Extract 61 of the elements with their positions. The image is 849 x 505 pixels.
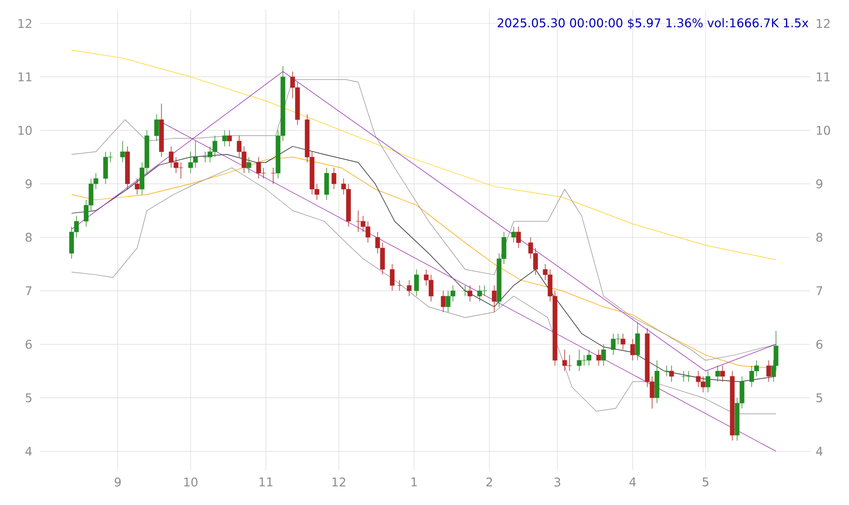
candlestick	[406, 280, 412, 296]
y2-tick-label: 12	[816, 18, 830, 28]
y2-tick-label: 4	[816, 446, 822, 456]
candlestick	[440, 290, 446, 312]
x-tick-label: 12	[332, 478, 346, 486]
y-tick-label: 7	[26, 286, 32, 296]
x-tick-label: 4	[629, 478, 636, 486]
x-tick-label: 1	[412, 478, 417, 486]
candlestick	[154, 114, 159, 142]
candlestick	[227, 130, 232, 147]
candlestick	[511, 226, 516, 243]
candlestick	[766, 360, 772, 382]
y2-tick-label: 9	[816, 179, 822, 188]
candlestick	[332, 167, 336, 190]
candlestick	[222, 130, 227, 147]
candlestick	[664, 365, 670, 377]
text: 2025.05.30 00:00:00 $5.97 1.36% vol:1666.7K 1.5x	[498, 18, 808, 29]
candlestick	[620, 333, 626, 350]
candlestick	[681, 370, 686, 382]
candlestick	[134, 178, 140, 195]
candlestick	[635, 322, 640, 361]
y-tick-label: 6	[26, 340, 32, 349]
line-series	[71, 167, 776, 414]
candlestick	[601, 344, 606, 366]
y-tick-label: 5	[26, 393, 32, 402]
candlestick	[462, 285, 468, 296]
candlestick	[630, 338, 636, 361]
candlestick	[516, 226, 521, 248]
x-tick-label: 2	[486, 478, 492, 486]
candlestick	[706, 370, 710, 393]
y-tick-label: 10	[18, 126, 32, 135]
y-tick-label: 11	[18, 72, 32, 82]
candlestick	[715, 365, 720, 382]
candlestick	[669, 365, 674, 382]
y-tick-label: 9	[26, 179, 32, 188]
y2-tick-label: 6	[816, 340, 822, 349]
x-tick-label: 9	[114, 478, 121, 487]
candlestick	[397, 280, 402, 292]
x-tick-label: 11	[260, 478, 272, 486]
x-tick-label: 3	[554, 478, 560, 487]
candlestick	[468, 285, 472, 302]
y-tick-label: 12	[18, 18, 32, 28]
y2-tick-label: 8	[816, 232, 822, 242]
y2-tick-label: 10	[816, 126, 830, 135]
candlestick	[492, 285, 497, 312]
candlestick	[414, 269, 419, 296]
x-tick-label: 10	[184, 478, 198, 487]
y-tick-label: 4	[25, 446, 32, 456]
candlestick	[720, 365, 725, 382]
x-tick-label: 5	[702, 478, 708, 486]
candlestick	[324, 167, 329, 200]
candlestick	[270, 167, 276, 184]
y-tick-label: 8	[26, 232, 32, 242]
y2-tick-label: 11	[816, 72, 830, 82]
y2-tick-label: 7	[816, 286, 822, 296]
candlestick	[390, 264, 395, 292]
candlestick	[562, 349, 568, 372]
candlestick	[596, 349, 602, 366]
candlestick	[246, 156, 252, 174]
candlestick	[120, 140, 125, 163]
y2-tick-label: 5	[816, 393, 822, 402]
